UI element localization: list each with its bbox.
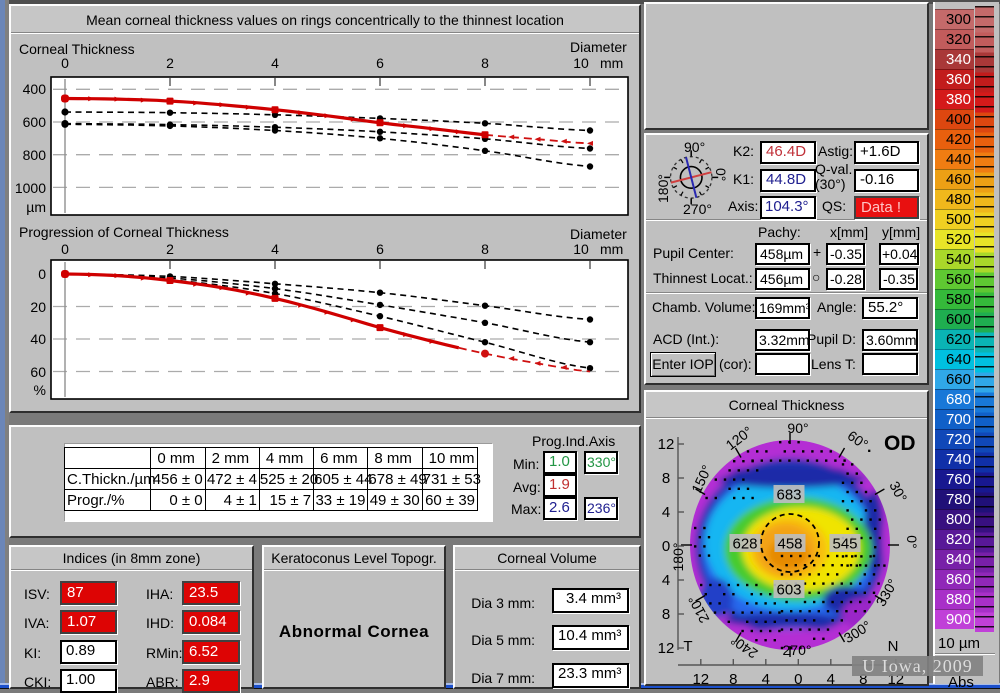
svg-text:12: 12 bbox=[692, 671, 709, 688]
svg-text:0: 0 bbox=[794, 671, 802, 688]
svg-text:OD: OD bbox=[884, 432, 916, 455]
svg-text:8: 8 bbox=[859, 671, 867, 688]
svg-text:545: 545 bbox=[832, 536, 857, 553]
svg-text:.: . bbox=[867, 439, 871, 456]
svg-text:0: 0 bbox=[662, 538, 670, 555]
svg-text:4: 4 bbox=[827, 671, 835, 688]
svg-text:8: 8 bbox=[729, 671, 737, 688]
svg-text:180°: 180° bbox=[670, 543, 686, 572]
svg-text:4: 4 bbox=[662, 504, 670, 521]
svg-text:4: 4 bbox=[762, 671, 770, 688]
svg-text:12: 12 bbox=[658, 436, 675, 453]
svg-text:458: 458 bbox=[777, 536, 802, 553]
svg-text:N: N bbox=[888, 638, 899, 655]
svg-text:30°: 30° bbox=[886, 479, 910, 505]
svg-text:0°: 0° bbox=[904, 535, 920, 548]
svg-text:8: 8 bbox=[662, 606, 670, 623]
svg-text:270°: 270° bbox=[783, 642, 812, 658]
svg-text:T: T bbox=[683, 638, 692, 655]
svg-text:4: 4 bbox=[662, 572, 670, 589]
svg-text:683: 683 bbox=[776, 487, 801, 504]
svg-text:90°: 90° bbox=[787, 420, 808, 436]
svg-text:628: 628 bbox=[732, 536, 757, 553]
svg-text:12: 12 bbox=[658, 640, 675, 657]
svg-text:8: 8 bbox=[662, 470, 670, 487]
svg-text:603: 603 bbox=[776, 582, 801, 599]
